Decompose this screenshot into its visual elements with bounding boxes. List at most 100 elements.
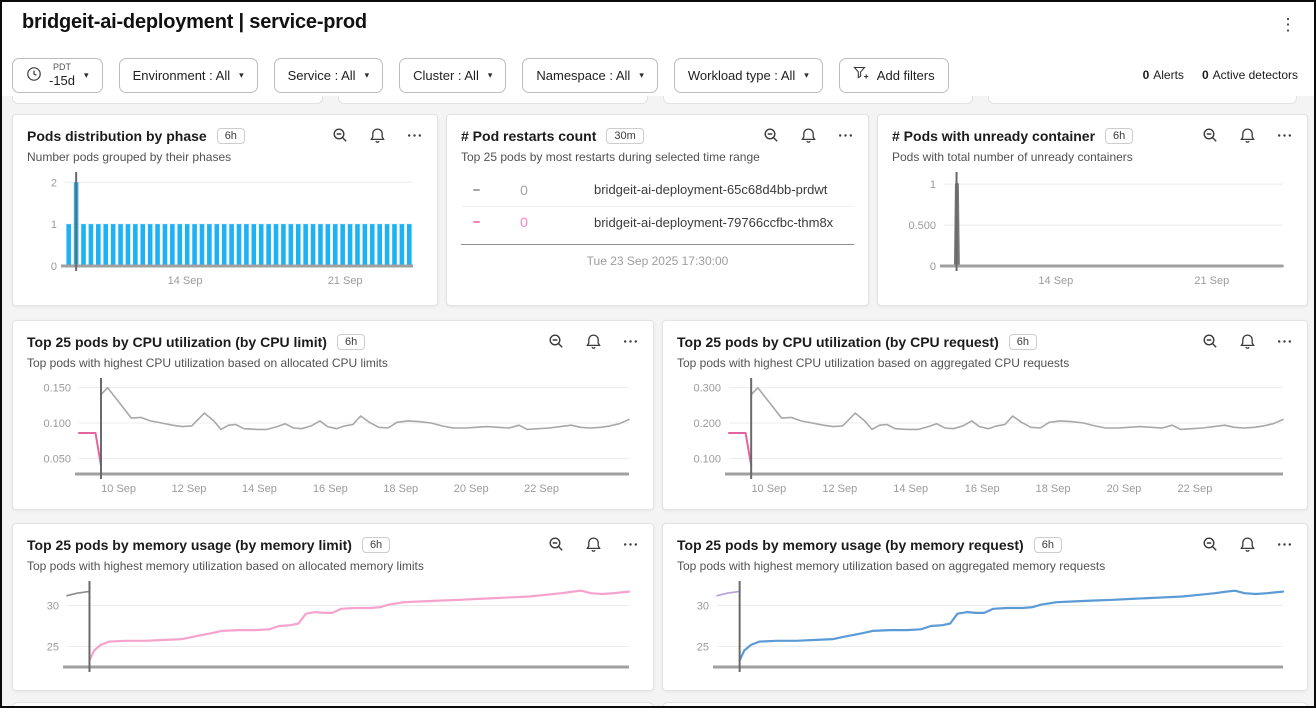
- time-range-value: -15d: [49, 73, 76, 88]
- time-range-badge: 6h: [1008, 334, 1038, 350]
- svg-text:12 Sep: 12 Sep: [822, 483, 857, 495]
- alert-status: 0 Alerts 0 Active detectors: [1143, 68, 1298, 82]
- card-cpu-utilization-by-request: Top 25 pods by CPU utilization (by CPU r…: [662, 320, 1308, 510]
- series-marker: [473, 221, 480, 224]
- bell-icon[interactable]: [585, 536, 602, 554]
- time-range-badge: 6h: [1105, 128, 1134, 144]
- svg-text:30: 30: [697, 601, 709, 613]
- time-picker[interactable]: PDT -15d ▾: [12, 57, 103, 93]
- time-range-badge: 6h: [1033, 537, 1062, 553]
- card-pods-distribution-by-phase: Pods distribution by phase 6h Number pod…: [12, 114, 438, 306]
- zoom-out-icon[interactable]: [1202, 127, 1219, 145]
- chart-title: # Pod restarts count: [461, 128, 597, 144]
- pods-phase-bar-chart[interactable]: 0 1 2 14 Sep 21 Sep: [27, 168, 423, 290]
- card-pod-restarts-count: # Pod restarts count 30m Top 25 pods by …: [446, 114, 869, 306]
- bell-icon[interactable]: [369, 127, 386, 145]
- card-memory-usage-by-request: Top 25 pods by memory usage (by memory r…: [662, 523, 1308, 691]
- pod-restarts-list: 0 bridgeit-ai-deployment-65c68d4bb-prdwt…: [461, 174, 854, 238]
- alerts-count: 0 Alerts: [1142, 68, 1184, 82]
- svg-text:30: 30: [47, 601, 59, 613]
- more-actions-icon[interactable]: [406, 127, 423, 145]
- filter-environment[interactable]: Environment : All ▾: [118, 57, 258, 93]
- chevron-down-icon: ▾: [487, 69, 493, 80]
- svg-text:21 Sep: 21 Sep: [1194, 275, 1229, 287]
- svg-text:10 Sep: 10 Sep: [101, 483, 136, 495]
- time-range-badge: 6h: [216, 128, 245, 144]
- pod-restart-row[interactable]: 0 bridgeit-ai-deployment-65c68d4bb-prdwt: [461, 174, 854, 207]
- filter-workload-type[interactable]: Workload type : All ▾: [673, 57, 823, 93]
- zoom-out-icon[interactable]: [1202, 536, 1219, 554]
- time-range-badge: 30m: [606, 128, 644, 144]
- chart-subtitle: Top 25 pods by most restarts during sele…: [461, 150, 760, 164]
- chart-title: Top 25 pods by memory usage (by memory r…: [677, 537, 1024, 553]
- filter-plus-icon: [853, 66, 870, 84]
- pod-restart-row[interactable]: 0 bridgeit-ai-deployment-79766ccfbc-thm8…: [461, 207, 854, 239]
- svg-text:10 Sep: 10 Sep: [751, 483, 786, 495]
- cutoff-card-edge: [338, 96, 648, 104]
- svg-text:14 Sep: 14 Sep: [1038, 275, 1073, 287]
- card-cpu-utilization-by-limit: Top 25 pods by CPU utilization (by CPU l…: [12, 320, 654, 510]
- active-detectors-count: 0 Active detectors: [1201, 68, 1298, 82]
- svg-text:21 Sep: 21 Sep: [328, 275, 363, 287]
- more-actions-icon[interactable]: [1276, 333, 1293, 351]
- zoom-out-icon[interactable]: [1202, 333, 1219, 351]
- zoom-out-icon[interactable]: [332, 127, 349, 145]
- chevron-down-icon: ▾: [239, 69, 244, 80]
- svg-text:18 Sep: 18 Sep: [383, 483, 418, 495]
- card-pods-unready-container: # Pods with unready container 6h Pods wi…: [877, 114, 1308, 306]
- svg-text:2: 2: [51, 177, 57, 189]
- chart-title: Top 25 pods by CPU utilization (by CPU r…: [677, 334, 999, 350]
- svg-text:0.100: 0.100: [43, 418, 71, 430]
- chart-title: Pods distribution by phase: [27, 128, 207, 144]
- kebab-menu-icon[interactable]: ⋮: [1276, 12, 1300, 38]
- dashboard-area: Pods distribution by phase 6h Number pod…: [2, 96, 1314, 706]
- chevron-down-icon: ▾: [364, 69, 370, 80]
- restart-count: 0: [520, 181, 528, 198]
- bell-icon[interactable]: [800, 127, 817, 145]
- svg-text:0.200: 0.200: [693, 418, 721, 430]
- cpu-request-line-chart[interactable]: 0.100 0.200 0.300 10 Sep 12 Sep 14 Sep 16 Sep 1…: [677, 374, 1293, 498]
- svg-text:25: 25: [697, 642, 709, 654]
- cutoff-card-edge: [663, 96, 973, 104]
- filter-cluster[interactable]: Cluster : All ▾: [399, 57, 507, 93]
- svg-text:14 Sep: 14 Sep: [242, 483, 277, 495]
- zoom-out-icon[interactable]: [548, 536, 565, 554]
- bell-icon[interactable]: [585, 333, 602, 351]
- svg-text:16 Sep: 16 Sep: [965, 483, 1000, 495]
- svg-text:0: 0: [930, 261, 936, 273]
- chevron-down-icon: ▾: [84, 69, 89, 80]
- more-actions-icon[interactable]: [622, 536, 639, 554]
- svg-text:0.150: 0.150: [43, 383, 71, 395]
- chart-title: # Pods with unready container: [892, 128, 1096, 144]
- restart-count: 0: [520, 214, 528, 231]
- bell-icon[interactable]: [1239, 127, 1256, 145]
- svg-text:12 Sep: 12 Sep: [172, 483, 207, 495]
- add-filters-button[interactable]: Add filters: [838, 57, 949, 93]
- memory-limit-line-chart[interactable]: 25 30: [27, 577, 639, 677]
- bell-icon[interactable]: [1239, 333, 1256, 351]
- zoom-out-icon[interactable]: [548, 333, 565, 351]
- chart-title: Top 25 pods by CPU utilization (by CPU l…: [27, 334, 327, 350]
- pod-name: bridgeit-ai-deployment-65c68d4bb-prdwt: [594, 182, 828, 197]
- cutoff-card-edge: [662, 702, 1308, 706]
- chart-subtitle: Pods with total number of unready contai…: [892, 150, 1133, 164]
- svg-text:25: 25: [47, 642, 59, 654]
- more-actions-icon[interactable]: [1276, 536, 1293, 554]
- timezone-label: PDT: [53, 62, 72, 72]
- more-actions-icon[interactable]: [837, 127, 854, 145]
- chart-subtitle: Top pods with highest CPU utilization ba…: [677, 356, 1070, 370]
- filter-service[interactable]: Service : All ▾: [273, 57, 384, 93]
- cutoff-card-edge: [12, 702, 654, 706]
- chart-subtitle: Number pods grouped by their phases: [27, 150, 232, 164]
- cpu-limit-line-chart[interactable]: 0.050 0.100 0.150 10 Sep 12 Sep 14 Sep 16 Sep 1…: [27, 374, 639, 498]
- unready-containers-line-chart[interactable]: 0 0.500 1 14 Sep 21 Sep: [892, 168, 1293, 290]
- pod-name: bridgeit-ai-deployment-79766ccfbc-thm8x: [594, 214, 834, 230]
- bell-icon[interactable]: [1239, 536, 1256, 554]
- more-actions-icon[interactable]: [1276, 127, 1293, 145]
- more-actions-icon[interactable]: [622, 333, 639, 351]
- memory-request-line-chart[interactable]: 25 30: [677, 577, 1293, 677]
- zoom-out-icon[interactable]: [763, 127, 780, 145]
- chart-title: Top 25 pods by memory usage (by memory l…: [27, 537, 352, 553]
- filter-namespace[interactable]: Namespace : All ▾: [522, 57, 658, 93]
